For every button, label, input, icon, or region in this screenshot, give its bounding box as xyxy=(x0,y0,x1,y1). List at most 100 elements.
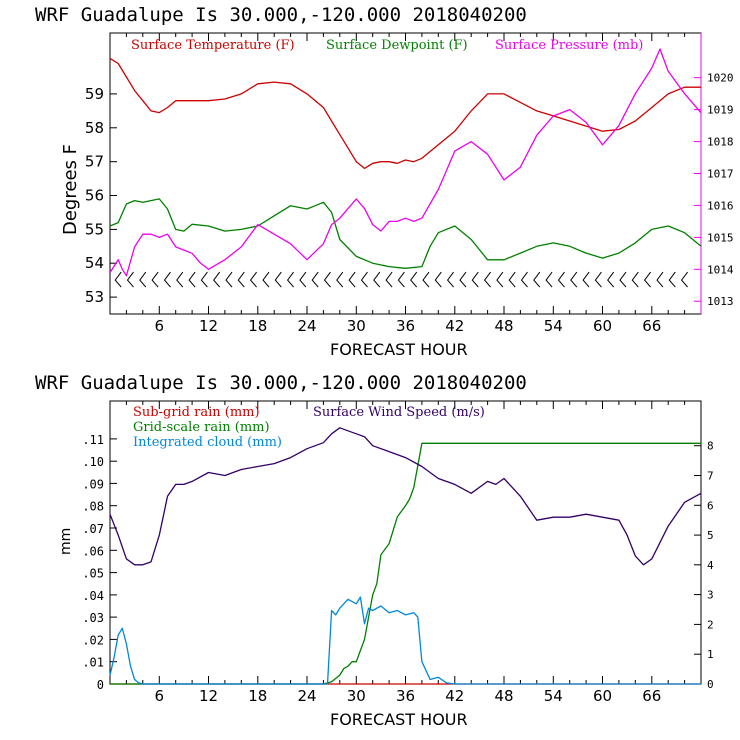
wind-barb xyxy=(286,271,294,288)
y-tick-label: .02 xyxy=(82,633,104,647)
y-tick-label: .11 xyxy=(82,433,104,447)
y-tick-label: .08 xyxy=(82,500,104,514)
x-tick-label: 36 xyxy=(396,687,415,705)
wind-barb xyxy=(410,271,418,288)
series-surface-temperature-f xyxy=(109,57,701,170)
series-grid-scale-rain-mm xyxy=(110,442,701,685)
y-tick-label: 54 xyxy=(85,254,104,272)
wind-barb xyxy=(557,271,565,288)
y-tick-label: 57 xyxy=(85,153,104,171)
x-tick-label: 12 xyxy=(199,317,218,335)
x-tick-label: 36 xyxy=(396,317,415,335)
y2-tick-label: 7 xyxy=(707,470,714,483)
legend-sub-grid-rain: Sub-grid rain (mm) xyxy=(133,405,260,420)
chart1-frame xyxy=(109,32,702,315)
x-tick-label: 6 xyxy=(155,317,165,335)
wind-barb xyxy=(311,271,319,288)
wind-barb xyxy=(496,271,504,288)
series-integrated-cloud-mm xyxy=(109,596,701,685)
chart2-title: WRF Guadalupe Is 30.000,-120.000 2018040… xyxy=(35,372,527,394)
wind-barb xyxy=(213,271,221,288)
wind-barb xyxy=(483,271,491,288)
y-tick-label: .07 xyxy=(82,522,104,536)
wind-barb xyxy=(336,271,344,288)
chart1-title: WRF Guadalupe Is 30.000,-120.000 2018040… xyxy=(35,4,527,26)
x-tick-label: 12 xyxy=(199,687,218,705)
legend-surface-wind-speed: Surface Wind Speed (m/s) xyxy=(313,405,485,420)
series-surface-wind-speed-m-s xyxy=(109,427,702,566)
wind-barb xyxy=(188,271,196,288)
wind-barb xyxy=(299,271,307,288)
wind-barb xyxy=(446,271,454,288)
series-surface-pressure-mb xyxy=(109,48,702,277)
y2-tick-label: 2 xyxy=(707,618,714,631)
y-tick-label: 58 xyxy=(85,119,104,137)
x-tick-label: 6 xyxy=(155,687,165,705)
chart1-xlabel: FORECAST HOUR xyxy=(330,340,468,359)
wind-barb xyxy=(680,271,688,288)
y2-tick-label: 1019 xyxy=(707,104,734,117)
x-tick-label: 54 xyxy=(544,687,563,705)
x-tick-label: 60 xyxy=(593,687,612,705)
series-surface-dewpoint-f xyxy=(109,198,702,269)
chart1-ylabel: Degrees F xyxy=(60,144,81,235)
x-tick-label: 48 xyxy=(494,687,513,705)
wind-barb xyxy=(237,271,245,288)
y-tick-label: 0 xyxy=(97,678,104,692)
chart-precipitation: WRF Guadalupe Is 30.000,-120.000 2018040… xyxy=(35,372,714,729)
y2-tick-label: 3 xyxy=(707,589,714,602)
y-tick-label: .05 xyxy=(82,567,104,581)
legend-surface-pressure: Surface Pressure (mb) xyxy=(495,38,643,53)
wind-barb xyxy=(114,271,122,288)
wind-barb xyxy=(397,271,405,288)
wind-barb xyxy=(348,271,356,288)
y-tick-label: .04 xyxy=(82,589,104,603)
x-tick-label: 60 xyxy=(593,317,612,335)
y2-tick-label: 1018 xyxy=(707,136,734,149)
y2-tick-label: 0 xyxy=(707,678,714,691)
y2-tick-label: 1014 xyxy=(707,263,734,276)
y-tick-label: .03 xyxy=(82,611,104,625)
x-tick-label: 48 xyxy=(494,317,513,335)
wind-barb xyxy=(200,271,208,288)
wind-barb xyxy=(422,271,430,288)
x-tick-label: 30 xyxy=(347,317,366,335)
wind-barb xyxy=(385,271,393,288)
wind-barb xyxy=(225,271,233,288)
wind-barb xyxy=(520,271,528,288)
wind-barb xyxy=(176,271,184,288)
wind-barb xyxy=(249,271,257,288)
y2-tick-label: 1020 xyxy=(707,72,734,85)
y2-tick-label: 1013 xyxy=(707,295,734,308)
y-tick-label: 59 xyxy=(85,85,104,103)
y2-tick-label: 4 xyxy=(707,559,714,572)
y2-tick-label: 6 xyxy=(707,499,714,512)
chart2-xlabel: FORECAST HOUR xyxy=(330,710,468,729)
x-tick-label: 54 xyxy=(544,317,563,335)
wind-barb xyxy=(434,271,442,288)
legend-integrated-cloud: Integrated cloud (mm) xyxy=(133,435,282,450)
x-tick-label: 30 xyxy=(347,687,366,705)
wind-barb xyxy=(594,271,602,288)
x-tick-label: 66 xyxy=(642,687,661,705)
y-tick-label: 55 xyxy=(85,220,104,238)
y-tick-label: 53 xyxy=(85,288,104,306)
y2-tick-label: 1 xyxy=(707,648,714,661)
wind-barb xyxy=(262,271,270,288)
y-tick-label: 56 xyxy=(85,187,104,205)
wind-barb xyxy=(274,271,282,288)
chart2-ylabel: mm xyxy=(58,528,74,555)
legend-surface-dewpoint: Surface Dewpoint (F) xyxy=(326,38,468,53)
wind-barb xyxy=(139,271,147,288)
y-tick-label: .10 xyxy=(82,455,104,469)
wind-barb xyxy=(545,271,553,288)
wind-barb xyxy=(656,271,664,288)
wind-barb xyxy=(533,271,541,288)
wind-barb xyxy=(373,271,381,288)
wind-barb xyxy=(619,271,627,288)
wind-barb xyxy=(643,271,651,288)
wind-barb xyxy=(570,271,578,288)
x-tick-label: 24 xyxy=(297,687,316,705)
wind-barbs xyxy=(114,271,688,288)
